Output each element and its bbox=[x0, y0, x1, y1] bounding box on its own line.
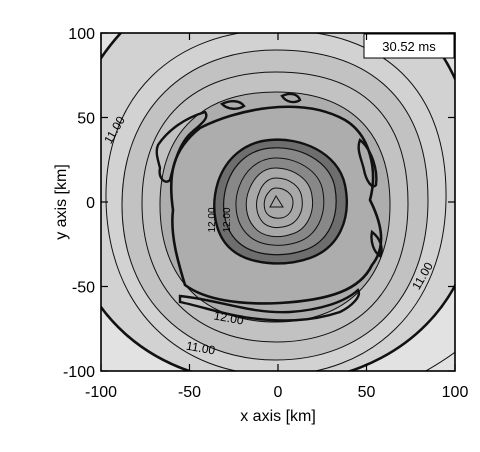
x-tick-label: -100 bbox=[85, 384, 117, 401]
contour-label: 12.00 bbox=[213, 309, 245, 328]
x-tick-label: 50 bbox=[358, 384, 376, 401]
y-tick-label: 0 bbox=[86, 195, 95, 212]
blob-top-small bbox=[219, 100, 246, 110]
x-axis-ticks: -100 -50 0 50 100 bbox=[85, 33, 468, 401]
plateau-inner-boundary bbox=[169, 105, 383, 305]
time-label: 30.52 ms bbox=[382, 39, 436, 54]
y-tick-label: 50 bbox=[77, 111, 95, 128]
x-tick-label: 0 bbox=[274, 384, 283, 401]
time-label-box: 30.52 ms bbox=[363, 33, 455, 59]
y-axis-ticks: -100 -50 0 50 100 bbox=[63, 26, 455, 381]
contour-label: 11.00 bbox=[185, 339, 216, 358]
blob-top-right-small bbox=[280, 92, 302, 104]
core-center-mark bbox=[269, 195, 284, 208]
y-tick-label: -50 bbox=[72, 280, 95, 297]
x-tick-label: 100 bbox=[442, 384, 469, 401]
time-label-background bbox=[363, 33, 455, 59]
contour-label: 12.00 bbox=[207, 207, 218, 232]
x-axis-title: x axis [km] bbox=[240, 408, 316, 425]
blob-right bbox=[357, 138, 378, 188]
blob-right-lower bbox=[370, 229, 383, 258]
y-tick-label: -100 bbox=[63, 364, 95, 381]
y-axis-title: y axis [km] bbox=[53, 164, 70, 240]
blob-upper-left bbox=[155, 110, 208, 183]
contour-label: 12.00 bbox=[222, 207, 233, 232]
plateau-blobs bbox=[155, 92, 383, 322]
plot-area bbox=[101, 33, 455, 371]
blob-lower-band bbox=[178, 288, 361, 322]
x-tick-label: -50 bbox=[178, 384, 201, 401]
y-tick-label: 100 bbox=[68, 26, 95, 43]
